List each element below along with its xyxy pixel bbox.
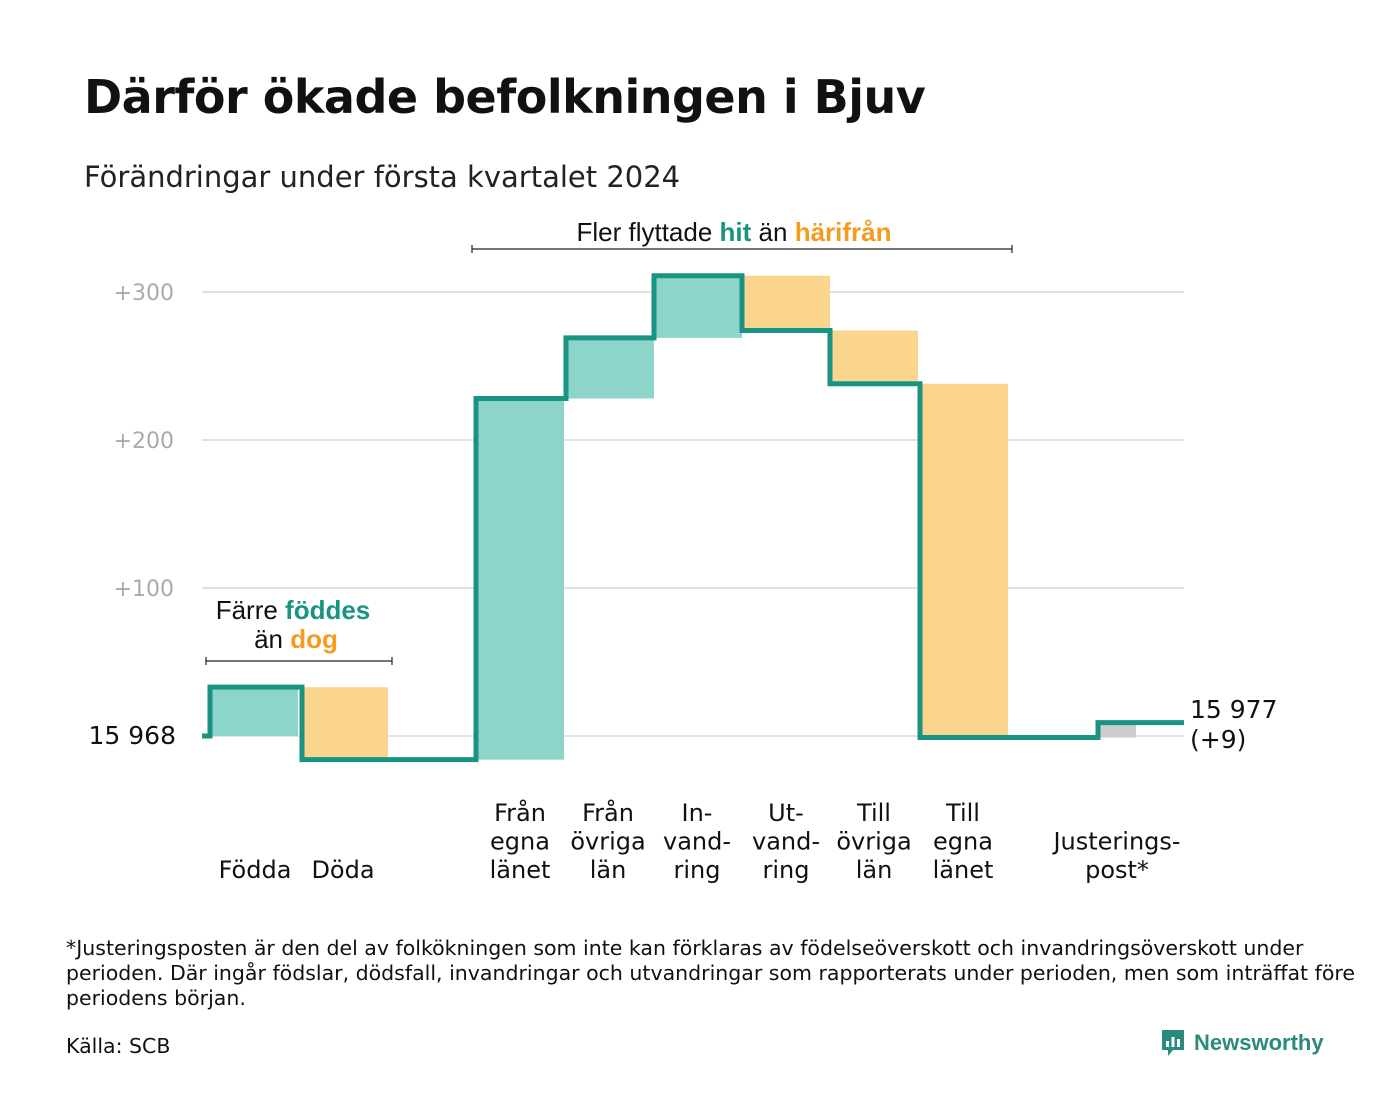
category-label: Döda [311,856,374,884]
source: Källa: SCB [66,1034,171,1058]
births-annotation-line1: Färre föddes [216,595,371,625]
waterfall-bar [654,275,742,338]
category-label: egna [933,828,993,856]
footnote: *Justeringsposten är den del av folkökni… [66,936,1355,1010]
end-delta-label: (+9) [1190,725,1246,754]
waterfall-bar [1098,722,1136,738]
category-label: övriga [570,828,645,856]
births-annotation-line2-part: dog [290,624,338,654]
start-value-label: 15 968 [89,721,176,750]
brand-name: Newsworthy [1194,1030,1324,1055]
chart-title: Därför ökade befolkningen i Bjuv [84,70,926,124]
waterfall-bar [210,687,298,736]
waterfall-bar [830,330,918,384]
y-tick-label: +200 [114,429,174,454]
category-label: post* [1085,856,1149,884]
y-tick-label: +300 [114,281,174,306]
category-label: övriga [836,828,911,856]
waterfall-bar [476,398,564,760]
category-label: ring [763,856,810,884]
waterfall-bar [302,687,388,760]
category-label: länet [933,856,994,884]
brand-logo: Newsworthy [1160,1028,1324,1058]
moves-annotation: Fler flyttade hit än härifrån [576,217,891,247]
moves-annotation-part: härifrån [795,217,892,247]
category-label: vand- [663,828,731,856]
y-tick-label: +100 [114,577,174,602]
category-label: ring [674,856,721,884]
moves-annotation-part: hit [720,217,752,247]
moves-annotation-part: Fler flyttade [576,217,719,247]
category-label: Till [856,799,891,827]
waterfall-bar [566,337,654,399]
category-label: län [856,856,893,884]
waterfall-line [202,273,1184,763]
moves-annotation-part: än [751,217,794,247]
end-value-label: 15 977 [1190,695,1277,724]
births-annotation-line2-part: än [254,624,290,654]
births-annotation-line1-part: Färre [216,595,285,625]
category-label: Födda [219,856,292,884]
births-annotation-line2: än dog [254,624,338,654]
category-label: Justerings- [1051,828,1180,856]
category-label: Från [494,798,546,827]
category-label: län [590,856,627,884]
category-label: vand- [752,828,820,856]
newsworthy-logo-icon [1162,1030,1184,1056]
category-label: Ut- [768,799,804,827]
waterfall-bar [742,275,830,331]
category-label: In- [682,799,713,827]
category-label: Från [582,798,634,827]
births-annotation-line1-part: föddes [285,595,370,625]
category-label: Till [945,799,980,827]
category-label: egna [490,828,550,856]
chart-subtitle: Förändringar under första kvartalet 2024 [84,160,681,194]
category-label: länet [490,856,551,884]
waterfall-bar [920,383,1008,738]
